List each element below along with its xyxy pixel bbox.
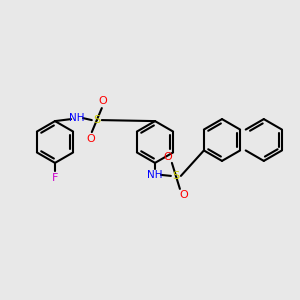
Text: O: O: [179, 190, 188, 200]
Text: S: S: [172, 171, 179, 181]
Text: O: O: [164, 152, 172, 162]
Text: F: F: [52, 173, 58, 183]
Text: O: O: [98, 96, 107, 106]
Text: NH: NH: [69, 113, 85, 123]
Text: S: S: [93, 115, 100, 125]
Text: O: O: [86, 134, 95, 144]
Text: NH: NH: [147, 170, 163, 180]
